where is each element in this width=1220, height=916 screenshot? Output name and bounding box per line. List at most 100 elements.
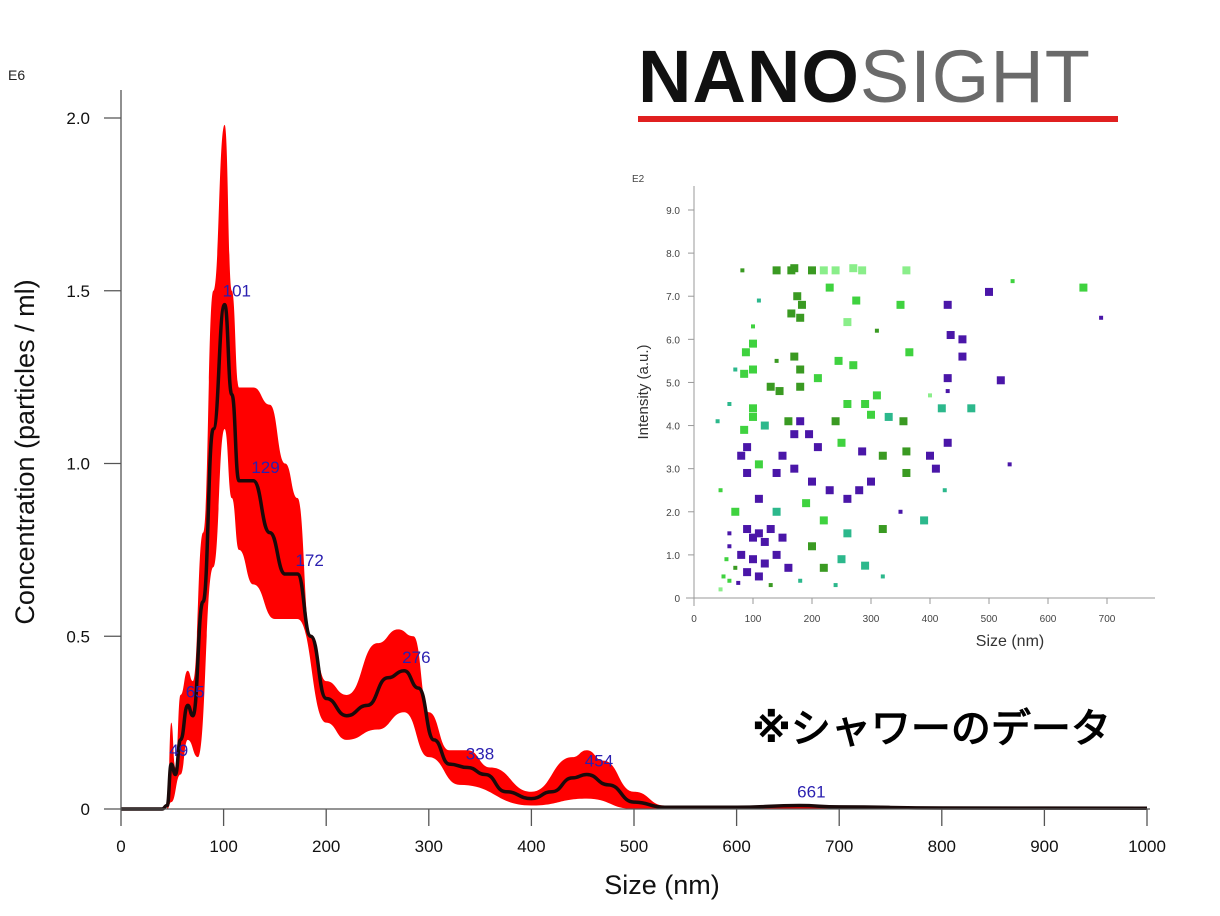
inset-y-tick-label: 7.0 xyxy=(666,292,680,303)
scatter-point xyxy=(721,574,726,579)
scatter-point xyxy=(790,352,799,361)
main-concentration-chart: 0 100 200 300 400 500 600 700 800 900 100000.51.01… xyxy=(8,67,1166,900)
scatter-point xyxy=(967,404,976,413)
scatter-point xyxy=(787,309,796,318)
y-axis-label: Concentration (particles / ml) xyxy=(10,279,40,624)
scatter-point xyxy=(808,542,816,551)
inset-x-tick-label: 500 xyxy=(981,614,998,625)
scatter-point xyxy=(943,374,952,383)
scatter-point xyxy=(996,376,1005,385)
peak-label: 276 xyxy=(402,648,430,667)
scatter-point xyxy=(727,544,732,549)
scatter-point xyxy=(743,443,752,452)
scatter-point xyxy=(849,264,858,273)
inset-x-tick-label: 600 xyxy=(1040,614,1057,625)
inset-y-tick-label: 2.0 xyxy=(666,508,680,519)
scatter-point xyxy=(1099,315,1104,320)
scatter-point xyxy=(872,391,881,400)
logo-part1: NANO xyxy=(638,35,860,118)
scatter-point xyxy=(861,561,870,570)
scatter-point xyxy=(790,264,799,273)
x-tick-label: 300 xyxy=(415,837,443,856)
scatter-point xyxy=(852,296,861,305)
scatter-point xyxy=(784,417,793,426)
x-tick-label: 100 xyxy=(209,837,237,856)
scatter-point xyxy=(874,328,879,333)
scatter-point xyxy=(819,563,828,572)
scatter-point xyxy=(727,402,732,406)
scatter-point xyxy=(843,400,852,408)
scatter-point xyxy=(843,529,852,538)
scatter-point xyxy=(920,516,929,525)
scatter-point xyxy=(985,287,993,296)
peak-label: 454 xyxy=(585,751,613,770)
scatter-point xyxy=(945,389,950,394)
scatter-point xyxy=(937,404,946,413)
inset-y-axis-label: Intensity (a.u.) xyxy=(635,344,652,439)
scatter-point xyxy=(958,352,967,361)
scatter-point xyxy=(740,369,749,378)
scatter-point xyxy=(749,339,757,348)
scatter-point xyxy=(760,421,769,430)
scatter-point xyxy=(802,499,811,508)
peak-label: 338 xyxy=(466,745,494,764)
annotation-note: ※シャワーのデータ xyxy=(752,706,1111,752)
scatter-point xyxy=(778,533,787,542)
scatter-point xyxy=(813,443,822,452)
scatter-point xyxy=(754,494,763,503)
scatter-point xyxy=(833,583,838,588)
scatter-point xyxy=(813,374,822,383)
scatter-point xyxy=(1007,462,1012,467)
inset-y-multiplier: E2 xyxy=(632,174,645,185)
scatter-point xyxy=(749,404,757,413)
inset-y-tick-label: 6.0 xyxy=(666,335,680,346)
mean-line xyxy=(121,302,1148,811)
inset-x-tick-label: 700 xyxy=(1099,614,1116,625)
scatter-point xyxy=(784,563,793,572)
scatter-point xyxy=(819,266,828,275)
scatter-point xyxy=(880,574,885,579)
scatter-point xyxy=(766,382,775,391)
scatter-point xyxy=(760,537,769,546)
inset-y-tick-label: 4.0 xyxy=(666,422,680,433)
scatter-point xyxy=(1079,283,1088,292)
scatter-point xyxy=(743,468,752,477)
y-tick-label: 2.0 xyxy=(66,109,90,128)
scatter-point xyxy=(775,387,784,396)
scatter-point xyxy=(943,300,952,309)
peak-label: 49 xyxy=(169,741,188,760)
scatter-point xyxy=(837,555,846,564)
y-tick-label: 0 xyxy=(81,800,90,819)
scatter-point xyxy=(754,572,763,581)
inset-x-tick-label: 300 xyxy=(863,614,880,625)
inset-y-tick-label: 0 xyxy=(674,594,680,605)
scatter-point xyxy=(834,356,843,365)
scatter-point xyxy=(731,507,740,516)
inset-intensity-scatter: 0 100 200 300 400 500 600 700 0 1.0 2.0 3.0 4.0 5.0 6.… xyxy=(632,174,1155,650)
scatter-point xyxy=(958,335,967,344)
scatter-point xyxy=(778,451,787,460)
scatter-point xyxy=(772,550,781,559)
scatter-point xyxy=(743,568,752,577)
y-tick-label: 1.0 xyxy=(66,455,90,474)
scatter-point xyxy=(751,324,755,329)
inset-y-tick-label: 8.0 xyxy=(666,249,680,260)
inset-y-tick-label: 5.0 xyxy=(666,378,680,389)
scatter-point xyxy=(796,365,805,374)
x-axis-label: Size (nm) xyxy=(604,870,720,900)
scatter-point xyxy=(754,529,763,538)
scatter-point xyxy=(774,358,779,363)
scatter-point xyxy=(902,447,911,456)
x-tick-label: 200 xyxy=(312,837,340,856)
scatter-point xyxy=(878,451,887,460)
scatter-point xyxy=(805,430,814,439)
x-tick-label: 600 xyxy=(722,837,750,856)
scatter-point xyxy=(855,486,864,495)
nanosight-logo: NANOSIGHT xyxy=(638,40,1091,114)
scatter-point xyxy=(733,565,738,570)
scatter-point xyxy=(931,464,940,473)
scatter-point xyxy=(926,451,934,460)
peak-label: 65 xyxy=(186,682,205,701)
scatter-point xyxy=(837,438,846,447)
